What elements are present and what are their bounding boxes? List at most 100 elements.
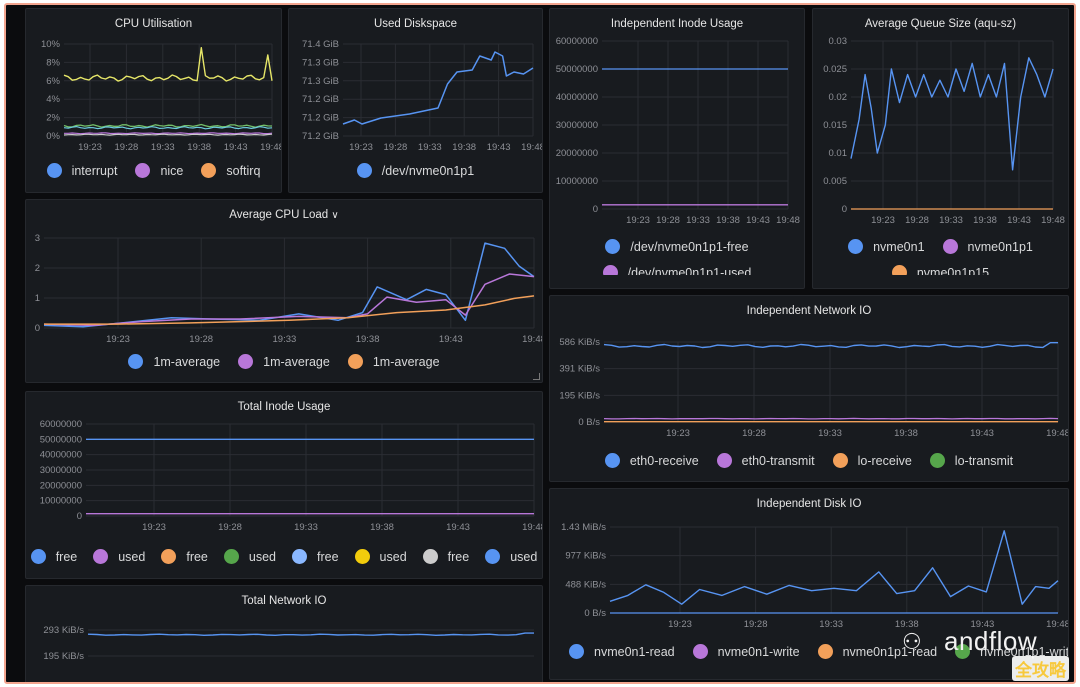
x-tick-label: 19:48 bbox=[1046, 428, 1069, 439]
y-tick-label: 0.015 bbox=[823, 120, 847, 131]
series-eth0-transmit bbox=[603, 417, 1059, 420]
legend-item-nvme0n1p1-write[interactable]: nvme0n1p1-write bbox=[955, 644, 1068, 659]
y-tick-label: 977 KiB/s bbox=[565, 551, 606, 562]
axes: 60000000 50000000 40000000 30000000 20000000… bbox=[556, 36, 800, 226]
watermark-text: andflow bbox=[944, 626, 1038, 656]
legend-label: 1m-average bbox=[153, 354, 221, 369]
legend-item-nvme0n1p1-used[interactable]: /dev/nvme0n1p1-used bbox=[602, 265, 752, 276]
panel-independent-disk-io: Independent Disk IO 1.43 MiB/s 977 KiB/s 4… bbox=[549, 488, 1069, 680]
legend-label: interrupt bbox=[71, 163, 118, 178]
y-tick-label: 40000000 bbox=[40, 450, 82, 461]
tinode-legend: free used free used free used free used bbox=[26, 549, 542, 564]
netio-legend: eth0-receive eth0-transmit lo-receive lo… bbox=[550, 453, 1068, 468]
legend-item-free-4[interactable]: free bbox=[422, 549, 469, 564]
legend-item-free-2[interactable]: free bbox=[161, 549, 208, 564]
legend-dot bbox=[602, 265, 618, 275]
x-tick-label: 19:48 bbox=[1041, 215, 1065, 226]
legend-label: eth0-receive bbox=[629, 453, 699, 468]
legend-item-lo-receive[interactable]: lo-receive bbox=[832, 453, 912, 468]
series-total-network bbox=[87, 632, 534, 636]
panel-title[interactable]: Total Inode Usage bbox=[237, 401, 331, 413]
legend-item-nice[interactable]: nice bbox=[135, 163, 183, 178]
legend-item-nvme0n1[interactable]: nvme0n1 bbox=[848, 239, 925, 254]
y-tick-label: 488 KiB/s bbox=[565, 579, 606, 590]
legend-label: /dev/nvme0n1p1-used bbox=[627, 265, 752, 276]
panel-title[interactable]: Used Diskspace bbox=[373, 18, 458, 30]
legend-dot bbox=[135, 163, 151, 178]
legend-item-used-3[interactable]: used bbox=[354, 549, 407, 564]
y-tick-label: 40000000 bbox=[556, 92, 598, 103]
y-tick-label: 30000000 bbox=[40, 465, 82, 476]
axes: 3 2 1 0 19:23 19:28 19:33 19:38 19:43 19:48 bbox=[35, 233, 542, 345]
series-1m-average-a bbox=[43, 242, 535, 328]
y-tick-label: 0 bbox=[77, 511, 82, 522]
legend-item-nvme0n1p1[interactable]: nvme0n1p1 bbox=[942, 239, 1033, 254]
legend-dot bbox=[942, 239, 958, 254]
legend-item-nvme0n1-write[interactable]: nvme0n1-write bbox=[692, 644, 800, 659]
y-tick-label: 1 bbox=[35, 293, 40, 304]
x-tick-label: 19:28 bbox=[218, 522, 242, 533]
panel-title[interactable]: CPU Utilisation bbox=[114, 18, 193, 30]
legend-item-1m-average-b[interactable]: 1m-average bbox=[238, 354, 330, 369]
y-tick-label: 60000000 bbox=[556, 36, 598, 47]
resize-handle[interactable] bbox=[533, 373, 540, 380]
diskio-legend: nvme0n1-read nvme0n1-write nvme0n1p1-rea… bbox=[550, 644, 1068, 659]
x-tick-label: 19:38 bbox=[452, 142, 476, 153]
chevron-down-icon[interactable]: ∨ bbox=[331, 210, 339, 221]
panel-title[interactable]: Total Network IO bbox=[241, 595, 327, 607]
series-interrupt bbox=[63, 47, 273, 82]
x-tick-label: 19:33 bbox=[294, 522, 318, 533]
panel-title[interactable]: Average Queue Size (aqu-sz) bbox=[864, 18, 1017, 30]
legend-dot bbox=[46, 163, 62, 178]
legend-label: /dev/nvme0n1p1 bbox=[381, 163, 475, 178]
x-tick-label: 19:43 bbox=[746, 215, 770, 226]
y-tick-label: 10000000 bbox=[40, 496, 82, 507]
total-network-chart: 293 KiB/s 195 KiB/s bbox=[43, 625, 534, 662]
legend-item-lo-transmit[interactable]: lo-transmit bbox=[929, 453, 1013, 468]
legend-item-free-3[interactable]: free bbox=[292, 549, 339, 564]
legend-dot bbox=[292, 549, 307, 564]
panel-independent-inode-usage: Independent Inode Usage 60000000 50000000… bbox=[549, 8, 805, 289]
x-tick-label: 19:28 bbox=[656, 215, 680, 226]
series-nvme0n1 bbox=[850, 57, 1054, 171]
legend-item-nvme0n1p1[interactable]: /dev/nvme0n1p1 bbox=[356, 163, 475, 178]
y-tick-label: 6% bbox=[46, 76, 60, 87]
legend-label: used bbox=[379, 549, 407, 564]
x-tick-label: 19:38 bbox=[973, 215, 997, 226]
legend-item-used-4[interactable]: used bbox=[485, 549, 537, 564]
legend-item-nvme0n1p15[interactable]: nvme0n1p15 bbox=[891, 265, 989, 275]
legend-item-nvme0n1-read[interactable]: nvme0n1-read bbox=[569, 644, 675, 659]
x-tick-label: 19:33 bbox=[819, 619, 843, 630]
legend-item-used-1[interactable]: used bbox=[93, 549, 145, 564]
legend-item-eth0-receive[interactable]: eth0-receive bbox=[604, 453, 699, 468]
x-tick-label: 19:38 bbox=[187, 142, 211, 153]
legend-item-free-1[interactable]: free bbox=[30, 549, 77, 564]
legend-item-used-2[interactable]: used bbox=[223, 549, 276, 564]
y-tick-label: 71.4 GiB bbox=[302, 39, 339, 50]
legend-item-1m-average-c[interactable]: 1m-average bbox=[347, 354, 440, 369]
x-tick-label: 19:28 bbox=[115, 142, 139, 153]
panel-title[interactable]: Independent Network IO bbox=[746, 305, 872, 317]
legend-label: 1m-average bbox=[372, 354, 440, 369]
legend-item-eth0-transmit[interactable]: eth0-transmit bbox=[716, 453, 815, 468]
y-tick-label: 0 B/s bbox=[578, 417, 600, 428]
panel-title[interactable]: Average CPU Load ∨ bbox=[26, 209, 542, 221]
x-tick-label: 19:33 bbox=[418, 142, 442, 153]
queue-legend-cut: nvme0n1p15 bbox=[813, 265, 1068, 275]
x-tick-label: 19:23 bbox=[626, 215, 650, 226]
legend-item-nvme0n1p1-read[interactable]: nvme0n1p1-read bbox=[817, 644, 937, 659]
panel-title[interactable]: Independent Inode Usage bbox=[610, 18, 744, 30]
y-tick-label: 2 bbox=[35, 263, 40, 274]
legend-dot bbox=[832, 453, 848, 468]
x-tick-label: 19:43 bbox=[1007, 215, 1031, 226]
legend-item-interrupt[interactable]: interrupt bbox=[46, 163, 118, 178]
y-tick-label: 0 bbox=[35, 323, 40, 334]
legend-dot bbox=[161, 549, 177, 564]
panel-title[interactable]: Independent Disk IO bbox=[756, 498, 862, 510]
legend-dot bbox=[30, 549, 46, 564]
legend-item-nvme0n1p1-free[interactable]: /dev/nvme0n1p1-free bbox=[605, 239, 749, 254]
legend-item-softirq[interactable]: softirq bbox=[201, 163, 260, 178]
legend-item-1m-average-a[interactable]: 1m-average bbox=[128, 354, 220, 369]
x-tick-label: 19:23 bbox=[668, 619, 692, 630]
axes: 293 KiB/s 195 KiB/s bbox=[43, 625, 534, 662]
